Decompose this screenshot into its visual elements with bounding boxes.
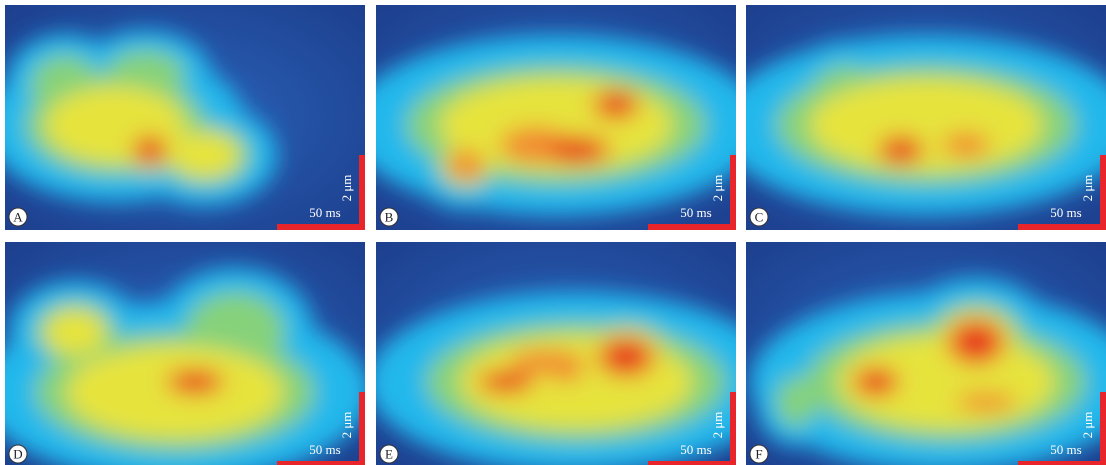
time-scale-label: 50 ms: [680, 205, 711, 220]
heatmap-panel: 50 ms 2 μm A: [0, 5, 365, 230]
time-scale-bar: [648, 224, 736, 230]
space-scale-bar: [1100, 392, 1106, 465]
time-scale-bar: [277, 461, 365, 465]
space-scale-label: 2 μm: [1080, 412, 1095, 439]
heat-blob: [954, 324, 999, 360]
time-scale-label: 50 ms: [680, 442, 711, 457]
time-scale-bar: [277, 224, 365, 230]
panel-label: D: [13, 447, 22, 462]
heat-blob: [549, 139, 603, 162]
heat-blob: [548, 352, 584, 382]
space-scale-label: 2 μm: [1080, 175, 1095, 202]
heatmap-panel: 50 ms 2 μm B: [347, 5, 765, 230]
panel-label: E: [385, 447, 393, 462]
heatmap-panel: 50 ms 2 μm F: [746, 242, 1106, 465]
panel-label: B: [385, 210, 394, 225]
heat-blob: [598, 94, 634, 117]
heatmap-panel: 50 ms 2 μm E: [367, 242, 785, 465]
heat-blob: [956, 393, 1016, 411]
space-scale-label: 2 μm: [710, 412, 725, 439]
heat-blob: [942, 133, 990, 157]
space-scale-bar: [1100, 155, 1106, 230]
time-scale-label: 50 ms: [1050, 205, 1081, 220]
space-scale-label: 2 μm: [339, 412, 354, 439]
panel-label: F: [755, 447, 762, 462]
panel-label: A: [13, 210, 23, 225]
heatmap-panel: 50 ms 2 μm D: [0, 242, 371, 465]
heat-blob: [170, 132, 240, 179]
heat-blob: [484, 373, 529, 391]
space-scale-label: 2 μm: [710, 175, 725, 202]
panel-label: C: [755, 210, 764, 225]
figure: 50 ms 2 μm A 50 ms 2 μm B 50 ms 2 μm C 50 ms 2 μm D…: [0, 0, 1106, 465]
heat-blob: [604, 341, 649, 373]
heat-blob: [858, 371, 894, 394]
time-scale-label: 50 ms: [309, 205, 340, 220]
time-scale-label: 50 ms: [1050, 442, 1081, 457]
heat-blob: [44, 309, 106, 356]
heatmap-panel: 50 ms 2 μm C: [717, 5, 1106, 230]
space-scale-bar: [359, 392, 365, 465]
time-scale-bar: [1018, 461, 1106, 465]
time-scale-bar: [1018, 224, 1106, 230]
time-scale-bar: [648, 461, 736, 465]
heat-blob: [776, 377, 816, 427]
space-scale-label: 2 μm: [339, 175, 354, 202]
heat-blob: [883, 139, 919, 162]
space-scale-bar: [359, 155, 365, 230]
space-scale-bar: [730, 155, 736, 230]
heat-blob: [448, 150, 484, 180]
space-scale-bar: [730, 392, 736, 465]
heatmap: [347, 35, 765, 215]
heat-blob: [173, 372, 218, 392]
heat-blob: [137, 139, 164, 162]
time-scale-label: 50 ms: [309, 442, 340, 457]
